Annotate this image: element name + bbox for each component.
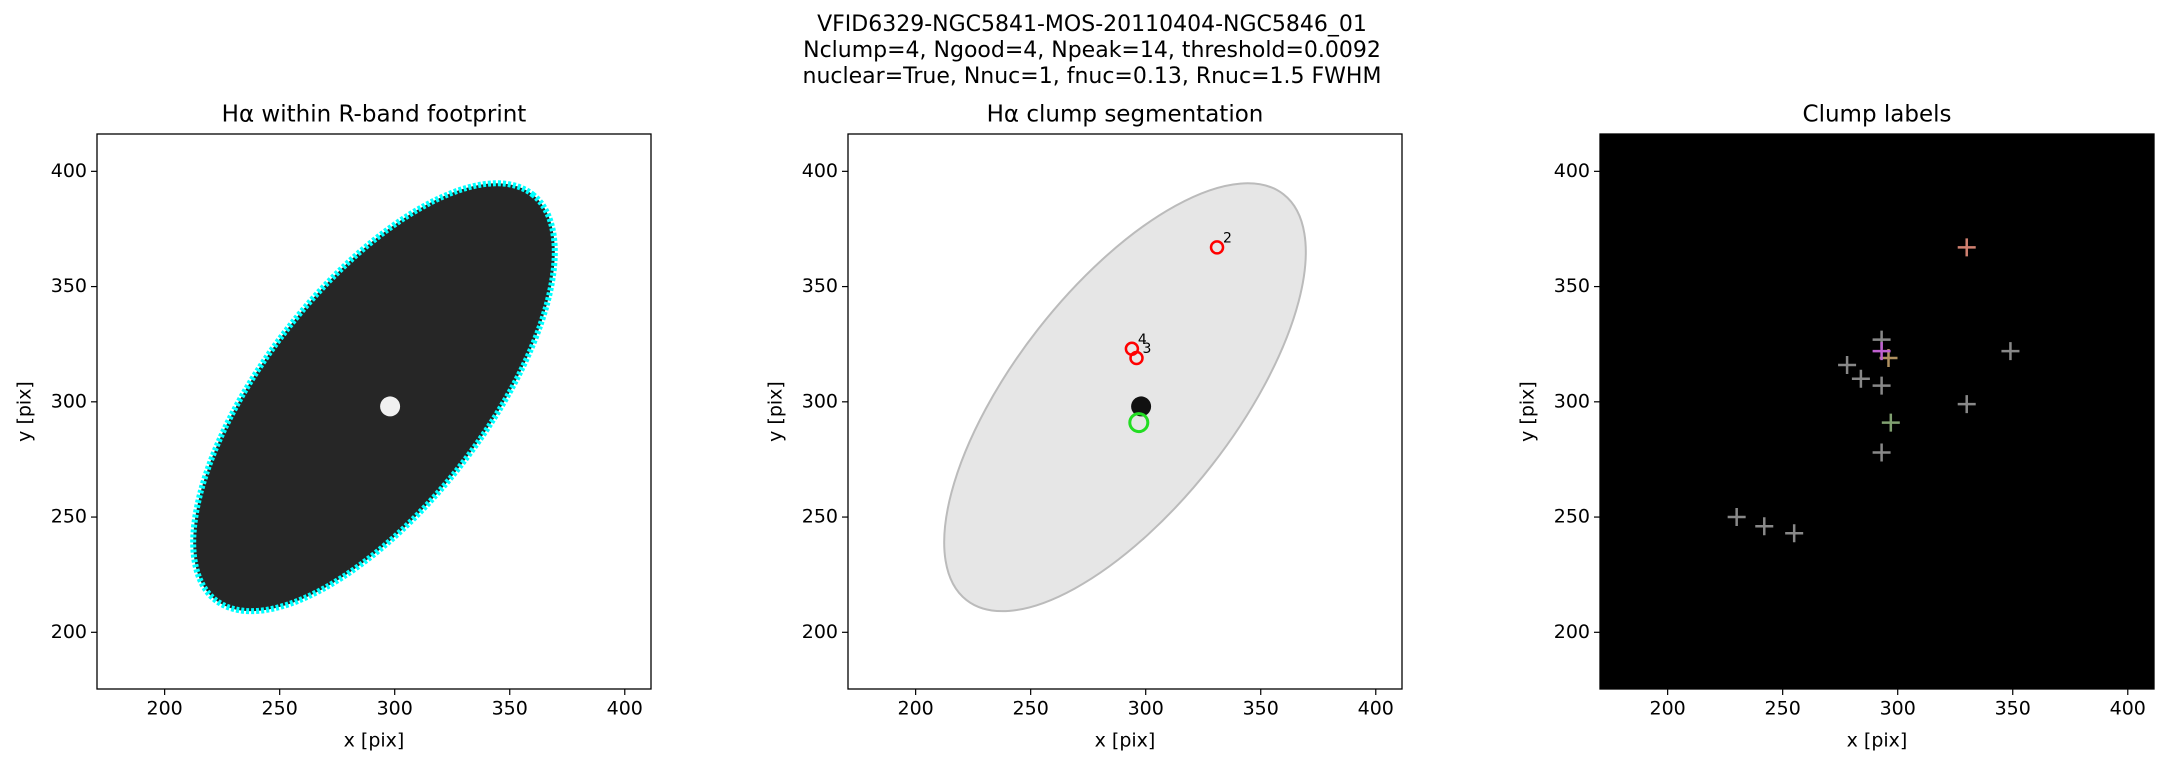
clump-label: 2 <box>1223 230 1232 246</box>
y-tick-label: 300 <box>51 390 87 412</box>
y-tick-label: 400 <box>1554 160 1590 182</box>
x-axis-label: x [pix] <box>1095 730 1156 752</box>
x-tick-label: 400 <box>607 698 643 720</box>
axes-frame <box>1599 133 2155 690</box>
clump-label: 3 <box>1143 341 1152 357</box>
y-tick-label: 250 <box>1554 506 1590 528</box>
plus-marker <box>1727 508 1746 527</box>
clump-marker <box>1209 240 1225 255</box>
plus-marker <box>1957 395 1976 414</box>
image-background <box>1600 134 2154 689</box>
x-tick-label: 200 <box>898 698 934 720</box>
image-area <box>1600 134 2154 689</box>
plus-marker <box>1785 524 1804 543</box>
nucleus-glow <box>1131 396 1152 417</box>
image-area <box>97 134 651 689</box>
y-axis-label: y [pix] <box>765 381 787 442</box>
y-axis-label: y [pix] <box>1517 381 1539 442</box>
plus-marker <box>2001 342 2020 361</box>
x-tick-label: 350 <box>1243 698 1279 720</box>
suptitle: nuclear=True, Nnuc=1, fnuc=0.13, Rnuc=1.… <box>803 64 1382 89</box>
y-axis-label: y [pix] <box>14 381 36 442</box>
plus-marker <box>1872 376 1891 395</box>
y-tick-label: 350 <box>802 275 838 297</box>
y-tick-label: 400 <box>51 160 87 182</box>
x-tick-label: 300 <box>1128 698 1164 720</box>
panel-title: Clump labels <box>1803 102 1952 128</box>
plus-marker <box>1838 355 1857 374</box>
y-tick-label: 300 <box>1554 390 1590 412</box>
x-tick-label: 400 <box>2110 698 2146 720</box>
x-tick-label: 250 <box>1765 698 1801 720</box>
plus-marker <box>1872 342 1891 361</box>
suptitle: Nclump=4, Ngood=4, Npeak=14, threshold=0… <box>803 38 1381 63</box>
x-axis-label: x [pix] <box>1847 730 1908 752</box>
x-tick-label: 350 <box>1995 698 2031 720</box>
galaxy <box>943 182 1307 613</box>
plus-marker <box>1872 443 1891 462</box>
x-tick-label: 200 <box>147 698 183 720</box>
y-tick-label: 200 <box>51 621 87 643</box>
x-tick-label: 250 <box>262 698 298 720</box>
x-tick-label: 400 <box>1358 698 1394 720</box>
x-tick-label: 300 <box>377 698 413 720</box>
panel-title: Hα clump segmentation <box>987 102 1264 128</box>
y-tick-label: 400 <box>802 160 838 182</box>
y-tick-label: 300 <box>802 390 838 412</box>
axes-frame <box>96 133 652 690</box>
suptitle: VFID6329-NGC5841-MOS-20110404-NGC5846_01 <box>817 12 1367 37</box>
y-tick-label: 350 <box>1554 275 1590 297</box>
plus-marker <box>1957 238 1976 257</box>
x-tick-label: 300 <box>1880 698 1916 720</box>
clump-label: 4 <box>1138 332 1147 348</box>
x-axis-label: x [pix] <box>344 730 405 752</box>
y-tick-label: 350 <box>51 275 87 297</box>
x-tick-label: 200 <box>1650 698 1686 720</box>
nucleus-glow <box>380 396 401 417</box>
clump-marker <box>1129 350 1144 366</box>
x-tick-label: 350 <box>492 698 528 720</box>
image-area: 2 43 <box>848 134 1402 689</box>
panel-title: Hα within R-band footprint <box>222 102 527 128</box>
axes-frame <box>847 133 1403 690</box>
nucleus-marker <box>1128 412 1150 434</box>
plus-marker <box>1881 413 1900 432</box>
y-tick-label: 250 <box>51 506 87 528</box>
plus-marker <box>1755 517 1774 536</box>
galaxy <box>190 180 558 615</box>
y-tick-label: 200 <box>802 621 838 643</box>
plus-marker <box>1851 369 1870 388</box>
y-tick-label: 200 <box>1554 621 1590 643</box>
y-tick-label: 250 <box>802 506 838 528</box>
x-tick-label: 250 <box>1013 698 1049 720</box>
